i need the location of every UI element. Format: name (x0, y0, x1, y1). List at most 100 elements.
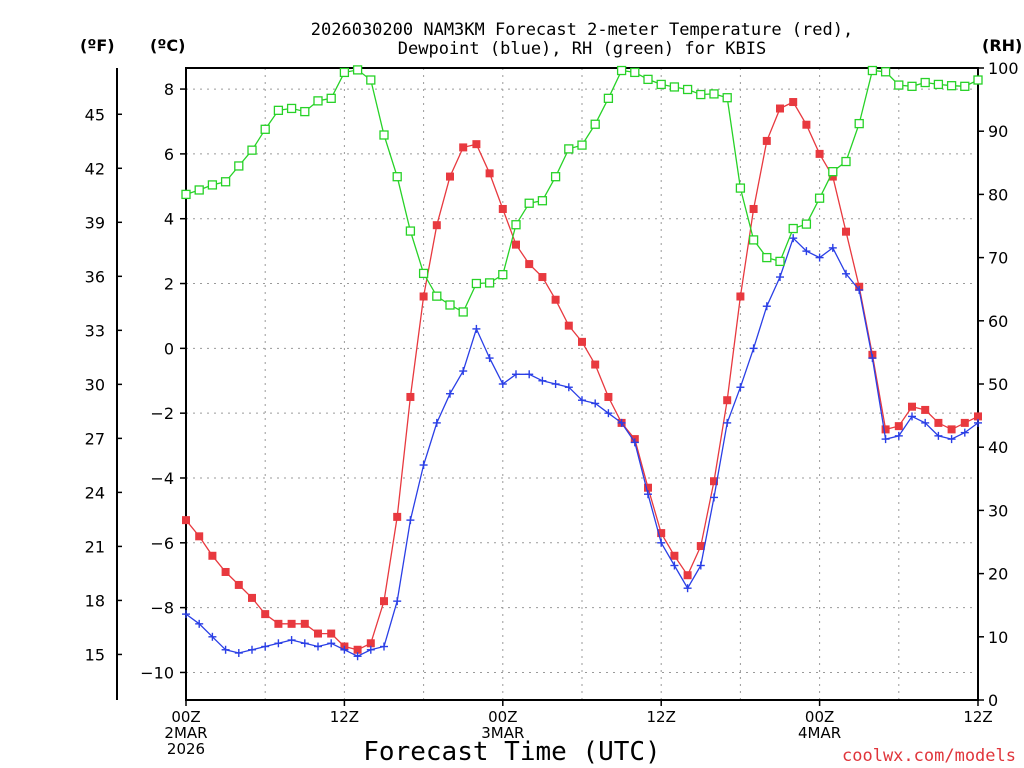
rh-point (471, 278, 482, 289)
x-tick-label: 00Z 3MAR (481, 708, 524, 742)
dewpoint-point (564, 383, 573, 392)
dewpoint-point (960, 428, 969, 437)
rh-point (260, 124, 270, 134)
grid-lines (186, 68, 978, 700)
chart-title-line-1: 2026030200 NAM3KM Forecast 2-meter Tempe… (311, 20, 853, 40)
temperature-point (380, 597, 388, 606)
temperature-point (947, 425, 956, 434)
dewpoint-point (380, 642, 388, 651)
rh-point (234, 161, 244, 171)
temperature-line (185, 101, 979, 651)
rh-point (498, 270, 508, 280)
x-tick-label-line: 00Z (171, 708, 200, 726)
dewpoint-point (353, 652, 362, 661)
temperature-point (393, 512, 402, 521)
dewpoint-point (591, 399, 600, 408)
rh-point (854, 118, 864, 129)
rh-tick-label: 10 (988, 628, 1008, 647)
dewpoint-point (723, 418, 732, 427)
dewpoint-point (683, 584, 692, 593)
rh-point (603, 93, 614, 103)
dewpoint-point (182, 610, 190, 619)
fahrenheit-tick-label: 30 (85, 375, 105, 394)
rh-point (484, 278, 495, 288)
temperature-point (683, 571, 692, 580)
temperature-point (274, 619, 283, 628)
fahrenheit-tick-label: 15 (85, 645, 105, 664)
rh-point (841, 156, 851, 167)
dewpoint-point (644, 490, 652, 499)
rh-point (933, 79, 944, 90)
dewpoint-point (446, 389, 454, 398)
x-tick-label-line: 2MAR (164, 724, 207, 742)
rh-point (564, 144, 574, 154)
x-tick-label-line: 12Z (330, 708, 359, 726)
dewpoint-point (274, 639, 283, 648)
dewpoint-point (736, 383, 745, 392)
temperature-point (419, 292, 428, 301)
temperature-point (644, 483, 652, 492)
rh-point (973, 75, 983, 85)
dewpoint-point (287, 636, 296, 645)
rh-point (669, 82, 680, 92)
temperature-point (789, 98, 798, 107)
rh-point (392, 172, 402, 182)
rh-point (524, 198, 534, 208)
dewpoint-point (432, 418, 441, 427)
temperature-point (472, 140, 481, 149)
temperature-point (934, 418, 943, 427)
temperature-point (960, 418, 969, 427)
dewpoint-point (248, 645, 256, 654)
rh-tick-label: 50 (988, 375, 1008, 394)
rh-tick-label: 80 (988, 185, 1008, 204)
rh-point (946, 81, 957, 91)
fahrenheit-tick-label: 39 (85, 213, 105, 232)
dewpoint-point (908, 412, 916, 421)
temperature-point (538, 273, 547, 282)
rh-point (682, 84, 693, 95)
temperature-point (749, 204, 758, 213)
temperature-point (446, 172, 454, 181)
temperature-point (696, 542, 705, 551)
rh-point (709, 89, 719, 99)
dewpoint-point (974, 418, 982, 427)
rh-point (762, 252, 772, 263)
rh-point (326, 93, 336, 103)
dewpoint-point (868, 354, 877, 363)
dewpoint-point (617, 418, 626, 427)
temperature-point (921, 405, 930, 414)
celsius-tick-label: 4 (164, 210, 174, 229)
rh-point (339, 67, 350, 78)
rh-point (577, 140, 587, 150)
x-tick-label: 00Z 2MAR 2026 (164, 708, 207, 758)
x-tick-label-line: 00Z (488, 708, 517, 726)
rh-point (960, 81, 970, 91)
dewpoint-point (762, 302, 771, 311)
rh-point (405, 226, 416, 236)
celsius-tick-label: −2 (150, 404, 174, 423)
x-tick-label-line: 12Z (647, 708, 676, 726)
temperature-point (974, 412, 982, 421)
celsius-tick-label: 2 (164, 275, 174, 294)
rh-point (181, 189, 191, 200)
axis-ticks: 86420−2−4−6−8−10454239363330272421181510… (85, 59, 1019, 758)
rh-point (880, 67, 891, 77)
temperature-point (828, 172, 837, 181)
dewpoint-point (947, 435, 956, 444)
fahrenheit-tick-label: 24 (85, 483, 105, 502)
dewpoint-point (472, 324, 481, 333)
dewpoint-point (855, 286, 864, 295)
dewpoint-point (340, 645, 349, 654)
dewpoint-point (208, 632, 217, 641)
rh-point (432, 291, 442, 301)
celsius-unit-label: (ºC) (150, 36, 185, 55)
temperature-point (182, 516, 190, 525)
dewpoint-point (498, 380, 507, 388)
dewpoint-point (512, 370, 520, 379)
temperature-point (287, 619, 296, 628)
x-tick-label-line: 00Z (805, 708, 834, 726)
temperature-point (248, 593, 256, 602)
rh-tick-label: 90 (988, 122, 1008, 141)
celsius-tick-label: −10 (140, 663, 174, 682)
